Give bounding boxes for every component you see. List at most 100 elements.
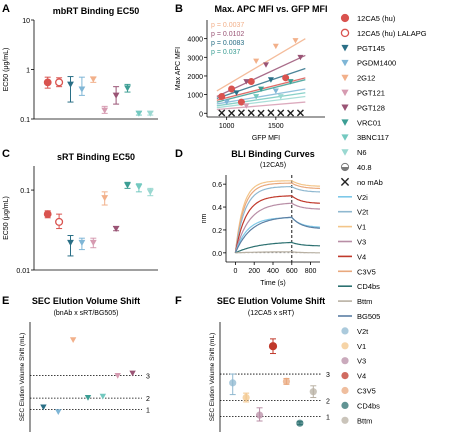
panel-b-point-pgt128 bbox=[263, 62, 269, 68]
legend-label-17: C3V5 bbox=[357, 267, 376, 276]
panel-c-point-n6 bbox=[146, 189, 154, 196]
panel-b-point-pgt145 bbox=[233, 90, 240, 96]
panel-a-y-tick-label: 1 bbox=[26, 68, 30, 75]
panel-b-point-no-mab bbox=[228, 109, 236, 117]
legend-marker-11 bbox=[340, 177, 350, 186]
legend-label-6: PGT128 bbox=[357, 103, 385, 112]
panel-a-point-12ca5-hu-lalapg bbox=[55, 78, 64, 87]
panel-b-point-12ca5-hu bbox=[218, 92, 226, 100]
panel-d-series-v2t bbox=[234, 186, 320, 253]
panel-c-point-12ca5-hu-lalapg bbox=[55, 217, 64, 226]
panel-b-point-2g12 bbox=[292, 38, 299, 44]
panel-b-fit-line-pgt121 bbox=[216, 101, 306, 111]
panel-c-point-2g12 bbox=[101, 195, 109, 202]
panel-b-point-12ca5-hu bbox=[237, 98, 245, 106]
panel-a-point-2g12 bbox=[89, 76, 97, 83]
legend-label-1: 12CA5 (hu) LALAPG bbox=[357, 29, 427, 38]
panel-b-y-label: Max APC MFI bbox=[175, 47, 182, 90]
panel-e-point-pgdm1400 bbox=[55, 409, 62, 415]
legend-label-11: no mAb bbox=[357, 178, 383, 187]
panel-letter-d: D bbox=[175, 148, 183, 160]
legend-label-20: BG505 bbox=[357, 312, 380, 321]
panel-f-point-v4 bbox=[268, 342, 278, 351]
panel-f-point-v2t bbox=[229, 379, 237, 387]
legend-marker-10-fill bbox=[341, 167, 349, 171]
panel-b-x-tick-label: 1000 bbox=[219, 123, 235, 130]
panel-b-point-pgt128 bbox=[243, 79, 250, 85]
panel-f-ref-label-2: 2 bbox=[326, 398, 330, 405]
panel-a-point-12ca5-hu bbox=[43, 78, 52, 87]
panel-a-point-pgt128 bbox=[112, 92, 120, 99]
legend-marker-21 bbox=[341, 327, 349, 335]
legend-marker-3 bbox=[341, 59, 349, 67]
panel-a-point-pgt145 bbox=[67, 81, 74, 88]
panel-b-x-label: GFP MFI bbox=[252, 135, 280, 142]
panel-b-point-vrc01 bbox=[258, 86, 265, 93]
legend-marker-26 bbox=[341, 401, 349, 409]
panel-e-subtitle: (bnAb x sRT/BG505) bbox=[54, 310, 119, 317]
panel-e-point-pgt121 bbox=[114, 372, 121, 379]
legend-label-25: C3V5 bbox=[357, 387, 376, 396]
panel-b-annotation-2: p = 0.0083 bbox=[211, 40, 244, 47]
panel-b-point-no-mab bbox=[237, 109, 245, 117]
legend-label-24: V4 bbox=[357, 372, 366, 381]
legend-label-2: PGT145 bbox=[357, 44, 385, 53]
panel-b-fit-line-n6 bbox=[216, 95, 306, 109]
panel-f-point-bttm bbox=[309, 388, 317, 396]
legend-marker-6 bbox=[341, 104, 349, 111]
panel-d-series-v4 bbox=[234, 195, 320, 253]
legend-label-22: V1 bbox=[357, 342, 366, 351]
legend-marker-2 bbox=[341, 44, 349, 52]
legend-marker-9 bbox=[341, 149, 349, 156]
legend-marker-10 bbox=[340, 162, 350, 172]
panel-f-point-cd4bs bbox=[296, 419, 304, 427]
panel-d-y-tick-label: 0.6 bbox=[212, 182, 222, 189]
panel-b-y-tick-label: 4000 bbox=[187, 37, 203, 44]
panel-e-point-vrc01 bbox=[84, 394, 92, 401]
panel-c-point-pgdm1400 bbox=[78, 239, 86, 247]
panel-d-y-tick-label: 0.2 bbox=[212, 228, 222, 235]
panel-b-point-12ca5-hu bbox=[247, 78, 255, 86]
panel-b-annotation-3: p = 0.037 bbox=[211, 49, 240, 56]
legend-label-27: Bttm bbox=[357, 416, 372, 425]
panel-b-point-2g12 bbox=[253, 58, 260, 65]
panel-b-x-tick-label: 1500 bbox=[268, 123, 284, 130]
legend-marker-0 bbox=[340, 13, 350, 23]
panel-b-point-no-mab bbox=[218, 109, 226, 117]
panel-e-point-3bnc117 bbox=[99, 393, 107, 400]
panel-c-y-tick-label: 0.01 bbox=[16, 268, 30, 275]
panel-letter-c: C bbox=[2, 148, 10, 160]
panel-e-y-label: SEC Elution Volume Shift (mL) bbox=[19, 333, 26, 422]
panel-d-series-cd4bs bbox=[235, 241, 320, 254]
panel-d-y-tick-label: 0.4 bbox=[212, 205, 222, 212]
legend-label-10: 40.8 bbox=[357, 163, 372, 172]
panel-b-annotation-0: p = 0.0037 bbox=[211, 22, 244, 29]
legend-label-5: PGT121 bbox=[357, 89, 385, 98]
panel-d-y-tick-label: 0.0 bbox=[212, 251, 222, 258]
panel-f-title: SEC Elution Volume Shift bbox=[217, 296, 325, 306]
panel-b-y-tick-label: 3000 bbox=[187, 55, 203, 62]
legend-marker-5 bbox=[341, 89, 349, 97]
panel-b-point-2g12 bbox=[272, 43, 279, 50]
legend-marker-24 bbox=[341, 372, 349, 380]
panel-d-x-tick-label: 600 bbox=[286, 268, 298, 275]
legend-label-23: V3 bbox=[357, 357, 366, 366]
panel-a-point-pgdm1400 bbox=[78, 86, 86, 93]
legend-marker-27 bbox=[341, 416, 349, 424]
panel-b-point-pgt145 bbox=[267, 77, 274, 83]
legend-label-7: VRC01 bbox=[357, 118, 381, 127]
panel-b-y-tick-label: 2000 bbox=[187, 74, 203, 81]
legend-label-14: V1 bbox=[357, 223, 366, 232]
panel-d-series-c3v5 bbox=[234, 182, 321, 253]
panel-f-point-v3 bbox=[255, 411, 264, 419]
panel-a-point-vrc01 bbox=[124, 85, 131, 92]
panel-f-ref-label-1: 1 bbox=[326, 415, 330, 422]
legend-label-21: V2t bbox=[357, 327, 369, 336]
panel-b-point-pgt128 bbox=[297, 54, 304, 61]
panel-b-point-no-mab bbox=[296, 109, 304, 117]
legend-label-8: 3BNC117 bbox=[357, 133, 389, 142]
panel-b-point-pgdm1400 bbox=[223, 99, 230, 106]
legend-label-16: V4 bbox=[357, 252, 366, 261]
panel-letter-a: A bbox=[2, 3, 10, 15]
panel-a-title: mbRT Binding EC50 bbox=[53, 6, 140, 16]
